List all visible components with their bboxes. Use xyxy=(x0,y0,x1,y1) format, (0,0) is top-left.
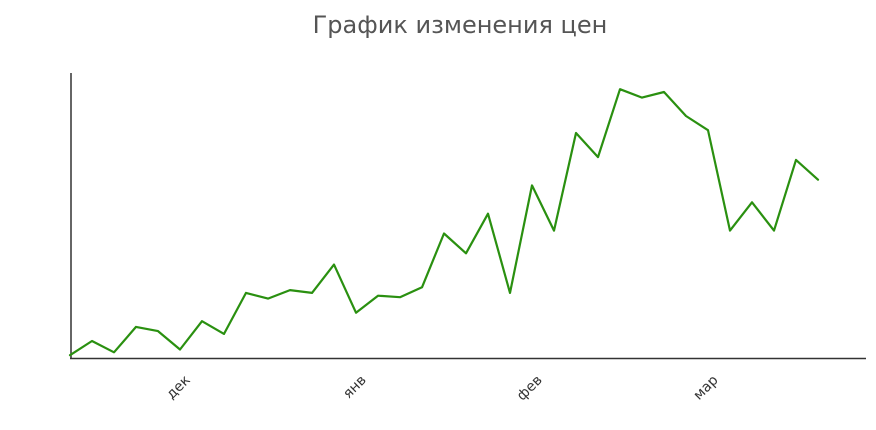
x-tick-label: фев xyxy=(514,372,546,404)
chart-title: График изменения цен xyxy=(313,11,608,39)
x-tick-label: мар xyxy=(691,372,722,403)
x-tick-label: янв xyxy=(340,372,370,402)
price-line xyxy=(68,88,820,357)
x-tick-label: дек xyxy=(163,372,193,402)
